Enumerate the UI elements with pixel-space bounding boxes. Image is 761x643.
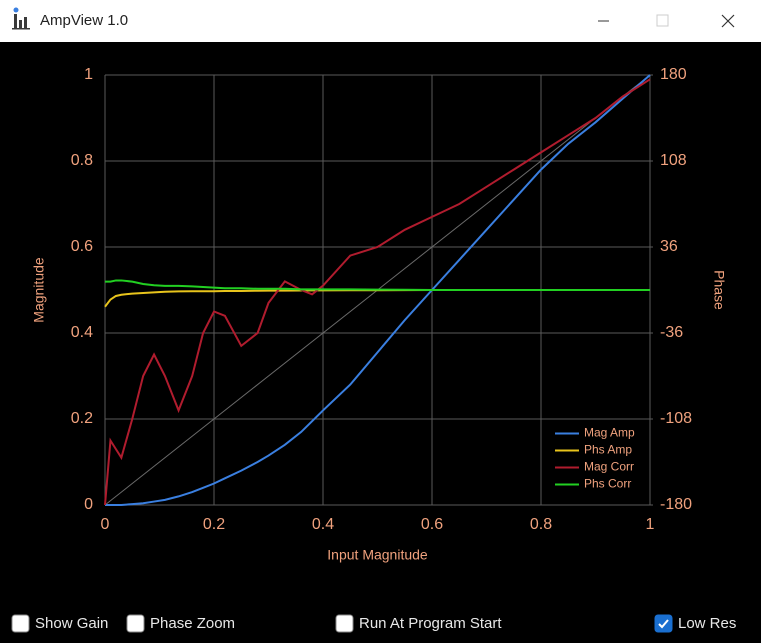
y-tick-label: 0.6 — [71, 238, 93, 255]
y-tick-label: 0 — [84, 496, 93, 513]
close-button[interactable] — [721, 14, 735, 28]
checkbox[interactable] — [11, 614, 30, 633]
window-title: AmpView 1.0 — [40, 12, 128, 29]
x-tick-label: 0.6 — [421, 516, 443, 533]
y-tick-label: 0.2 — [71, 410, 93, 427]
x-tick-label: 0.4 — [312, 516, 334, 533]
checkbox-label[interactable]: Run At Program Start — [359, 615, 502, 632]
legend-label: Phs Amp — [584, 443, 632, 457]
legend-label: Mag Amp — [584, 426, 635, 440]
checkbox-label[interactable]: Phase Zoom — [150, 615, 235, 632]
series-line — [104, 78, 651, 506]
y2-tick-label: 36 — [660, 238, 678, 255]
title-bar — [0, 0, 761, 42]
x-tick-label: 0.2 — [203, 516, 225, 533]
y-tick-label: 0.8 — [71, 152, 93, 169]
controls: Show Gain Phase Zoom Run At Program Start L… — [11, 614, 736, 633]
y2-tick-label: 180 — [660, 66, 687, 83]
app-icon — [12, 7, 30, 30]
y2-axis-label: Phase — [711, 270, 727, 310]
y-axis-label: Magnitude — [31, 257, 47, 323]
plot: 0 0.2 0.4 0.6 0.8 1 0 0.2 0.4 0.6 0.8 1 -180 -108 -36 3… — [31, 66, 728, 562]
series-line — [105, 279, 650, 291]
y-tick-label: 1 — [84, 66, 93, 83]
series-line — [105, 74, 651, 506]
y2-tick-label: 108 — [660, 152, 687, 169]
checkbox-label[interactable]: Show Gain — [35, 615, 108, 632]
legend-label: Phs Corr — [584, 477, 631, 491]
x-tick-label: 1 — [646, 516, 655, 533]
legend-label: Mag Corr — [584, 460, 634, 474]
y2-tick-label: -180 — [660, 496, 692, 513]
checkbox[interactable] — [335, 614, 354, 633]
maximize-button[interactable] — [656, 14, 669, 27]
y-tick-label: 0.4 — [71, 324, 93, 341]
y2-tick-label: -36 — [660, 324, 683, 341]
y2-tick-label: -108 — [660, 410, 692, 427]
checkbox-label[interactable]: Low Res — [678, 615, 736, 632]
x-tick-label: 0.8 — [530, 516, 552, 533]
checkmark — [658, 619, 669, 629]
x-axis-label: Input Magnitude — [327, 547, 428, 563]
x-tick-label: 0 — [101, 516, 110, 533]
checkbox[interactable] — [126, 614, 145, 633]
checkbox[interactable] — [654, 614, 673, 633]
